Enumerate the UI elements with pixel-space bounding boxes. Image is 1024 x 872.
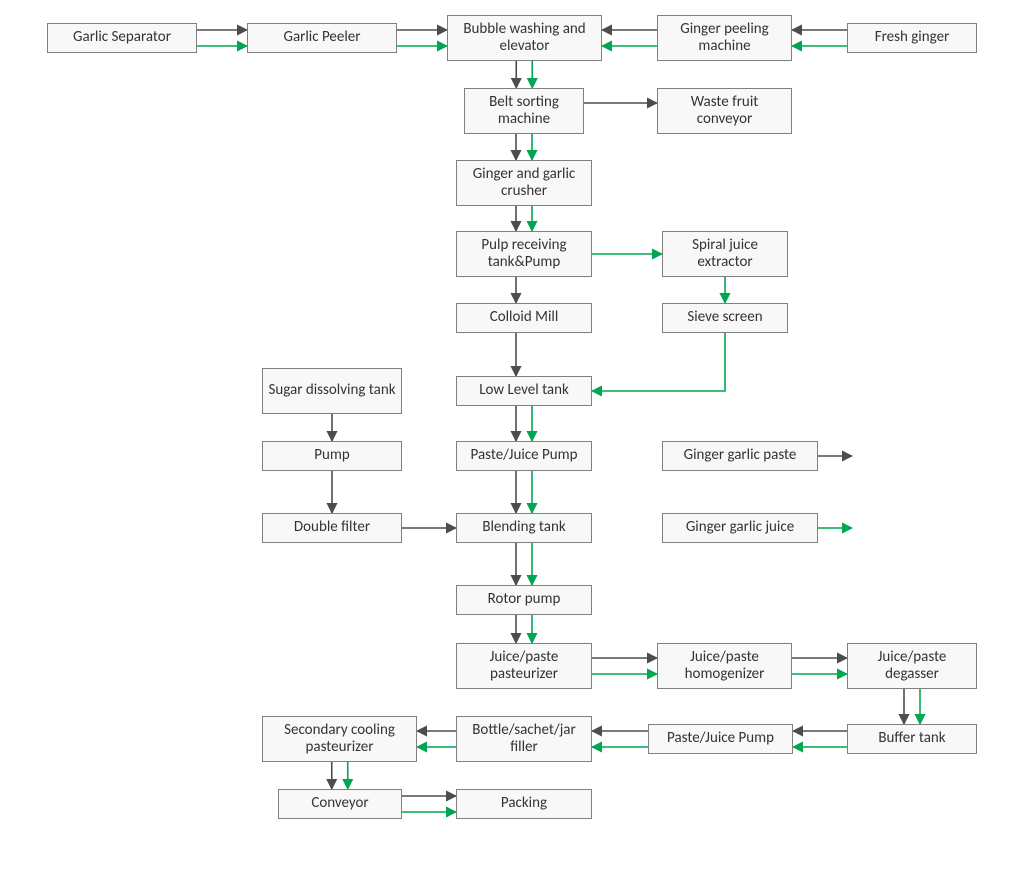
node-ginger_peel: Ginger peeling machine bbox=[657, 15, 792, 61]
node-dbl_filter: Double filter bbox=[262, 513, 402, 543]
node-blend: Blending tank bbox=[456, 513, 592, 543]
node-homog: Juice/paste homogenizer bbox=[657, 643, 792, 689]
node-filler: Bottle/sachet/jar filler bbox=[456, 716, 592, 762]
node-garlic_peel: Garlic Peeler bbox=[247, 23, 397, 53]
node-waste_conv: Waste fruit conveyor bbox=[657, 88, 792, 134]
node-pulp_tank: Pulp receiving tank&Pump bbox=[456, 231, 592, 277]
node-low_tank: Low Level tank bbox=[456, 376, 592, 406]
node-pasteur: Juice/paste pasteurizer bbox=[456, 643, 592, 689]
node-packing: Packing bbox=[456, 789, 592, 819]
node-conveyor: Conveyor bbox=[278, 789, 402, 819]
node-rotor: Rotor pump bbox=[456, 585, 592, 615]
node-pj_pump1: Paste/Juice Pump bbox=[456, 441, 592, 471]
node-pump1: Pump bbox=[262, 441, 402, 471]
node-bubble_wash: Bubble washing and elevator bbox=[447, 15, 602, 61]
node-sieve: Sieve screen bbox=[662, 303, 788, 333]
node-spiral: Spiral juice extractor bbox=[662, 231, 788, 277]
node-pj_pump2: Paste/Juice Pump bbox=[648, 724, 793, 754]
node-crusher: Ginger and garlic crusher bbox=[456, 160, 592, 206]
node-leg_paste: Ginger garlic paste bbox=[662, 441, 818, 471]
node-degas: Juice/paste degasser bbox=[847, 643, 977, 689]
node-belt_sort: Belt sorting machine bbox=[464, 88, 584, 134]
node-garlic_sep: Garlic Separator bbox=[47, 23, 197, 53]
node-fresh_ginger: Fresh ginger bbox=[847, 23, 977, 53]
node-sec_cool: Secondary cooling pasteurizer bbox=[262, 716, 417, 762]
flowchart-canvas: Garlic Separator Garlic Peeler Bubble wash… bbox=[0, 0, 1024, 872]
node-leg_juice: Ginger garlic juice bbox=[662, 513, 818, 543]
node-buffer: Buffer tank bbox=[847, 724, 977, 754]
node-sugar_tank: Sugar dissolving tank bbox=[262, 368, 402, 414]
node-colloid: Colloid Mill bbox=[456, 303, 592, 333]
